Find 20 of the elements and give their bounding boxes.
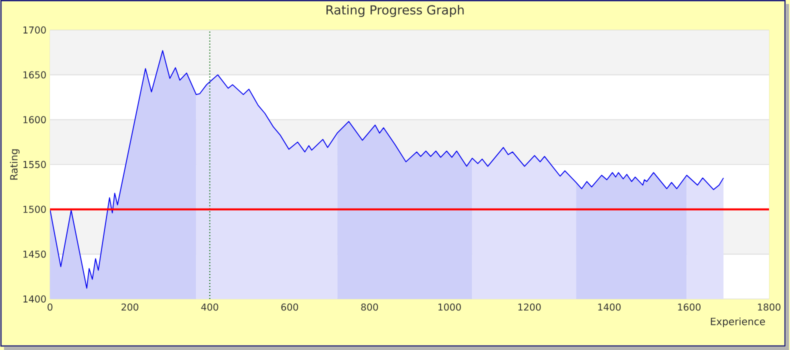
chart-title: Rating Progress Graph [326,4,464,18]
y-tick-label: 1450 [23,250,46,258]
y-tick-label: 1650 [23,71,46,78]
x-tick-label: 0 [48,304,52,311]
y-axis-title: Rating [10,149,20,180]
y-tick-label: 1400 [23,295,46,303]
x-tick-label: 1000 [438,304,461,311]
y-tick-label: 1600 [23,116,46,124]
y-tick-label: 1550 [23,160,46,168]
x-tick-label: 1600 [678,304,701,311]
x-tick-label: 400 [201,304,218,311]
x-tick-label: 1200 [518,304,541,311]
x-tick-label: 600 [281,304,298,311]
x-axis-title: Experience [710,318,765,328]
x-tick-label: 1400 [598,304,621,311]
y-tick-label: 1500 [23,206,46,213]
x-tick-label: 800 [361,304,378,311]
y-tick-label: 1700 [23,26,46,34]
x-tick-label: 200 [122,304,138,311]
x-tick-label: 1800 [758,304,780,311]
